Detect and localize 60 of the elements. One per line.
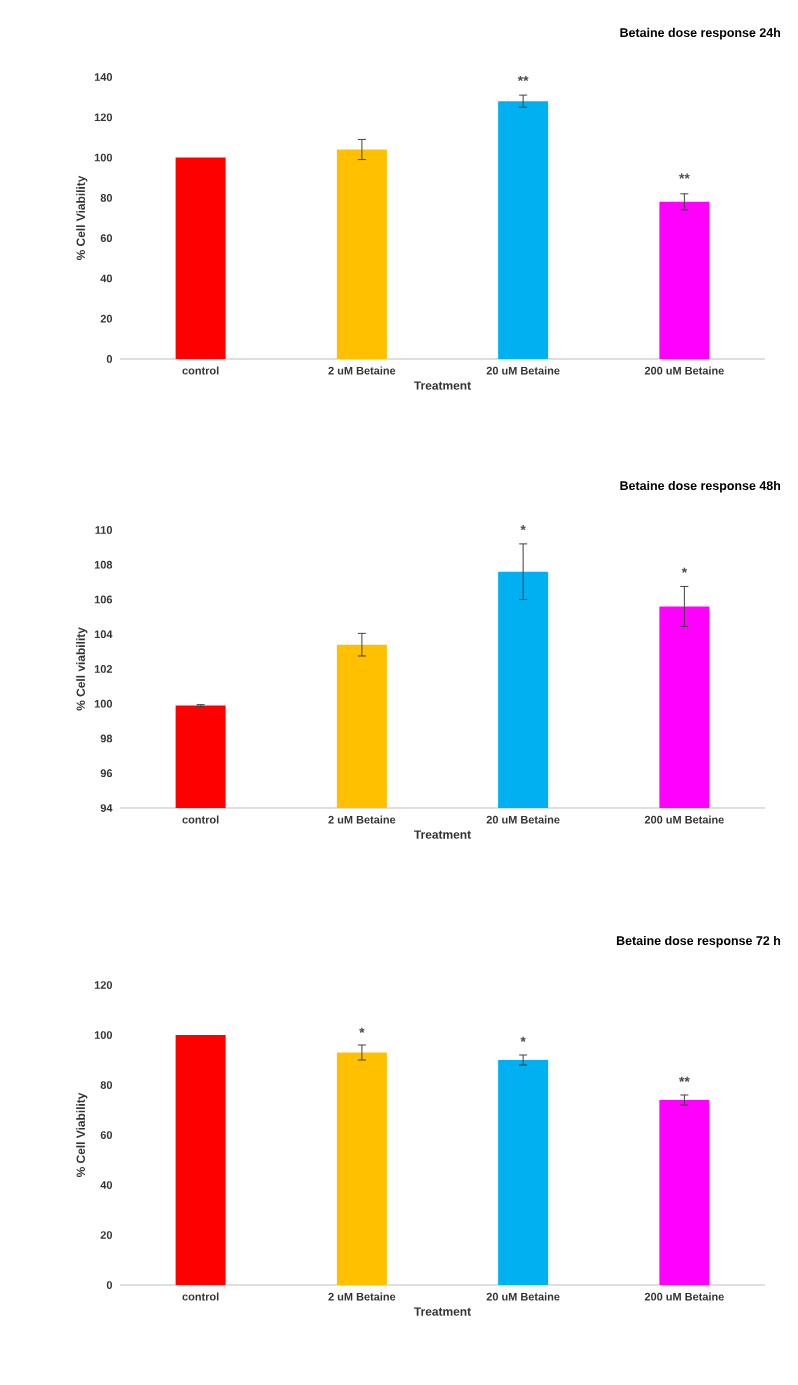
x-tick-label: 20 uM Betaine [486,1292,560,1301]
chart-title: Betaine dose response 48h [620,480,781,493]
x-tick-label: 200 uM Betaine [644,1292,724,1301]
y-tick-label: 20 [100,314,113,323]
y-tick-label: 96 [100,769,113,778]
y-axis-title: % Cell Viability [76,175,88,261]
y-tick-label: 0 [106,1281,113,1289]
y-tick-label: 102 [94,665,113,673]
x-tick-label: 200 uM Betaine [644,366,724,375]
y-axis-title: % Cell viability [76,627,88,711]
y-tick-label: 60 [100,1131,113,1139]
annotation: * [681,567,688,573]
annotation: ** [679,173,690,179]
annotation: * [359,1027,365,1033]
x-axis-title: Treatment [414,381,471,390]
bar [175,157,226,359]
y-tick-label: 80 [100,193,113,202]
y-axis-title: % Cell Viability [76,1092,88,1178]
annotation: * [520,525,526,531]
bar [659,1100,710,1285]
y-tick-label: 106 [94,595,113,604]
x-tick-label: 20 uM Betaine [486,366,560,375]
annotation: ** [517,75,529,82]
y-tick-label: 104 [94,630,113,639]
y-tick-label: 40 [100,274,113,283]
x-tick-label: 2 uM Betaine [328,1292,396,1301]
chart-title: Betaine dose response 24h [620,27,781,40]
y-tick-label: 100 [94,153,113,162]
bar [498,101,549,359]
bar [498,1060,549,1285]
y-tick-label: 140 [94,73,113,81]
y-tick-label: 20 [100,1231,113,1239]
y-tick-label: 100 [94,1031,113,1039]
y-tick-label: 110 [95,526,113,534]
x-axis-title: Treatment [414,1307,471,1316]
x-tick-label: control [182,815,219,824]
y-tick-label: 98 [100,734,113,743]
y-tick-label: 120 [94,981,113,989]
annotation: * [520,1036,526,1042]
bar [336,1052,387,1285]
y-tick-label: 0 [106,355,113,363]
annotation: ** [679,1076,690,1082]
y-tick-label: 100 [94,699,113,708]
y-tick-label: 94 [100,804,113,812]
y-tick-label: 40 [100,1181,113,1189]
y-tick-label: 108 [94,560,113,569]
bar [336,149,387,359]
y-tick-label: 80 [100,1081,113,1089]
x-tick-label: control [182,1292,219,1301]
y-tick-label: 60 [100,234,113,243]
bar [175,1035,226,1285]
x-tick-label: control [182,366,219,375]
chart-title: Betaine dose response 72 h [616,935,781,948]
x-tick-label: 2 uM Betaine [328,366,396,375]
x-tick-label: 20 uM Betaine [486,815,560,824]
x-tick-label: 200 uM Betaine [644,815,724,824]
bar [659,201,710,359]
y-tick-label: 120 [94,113,113,122]
x-tick-label: 2 uM Betaine [328,815,396,824]
x-axis-title: Treatment [414,830,471,839]
